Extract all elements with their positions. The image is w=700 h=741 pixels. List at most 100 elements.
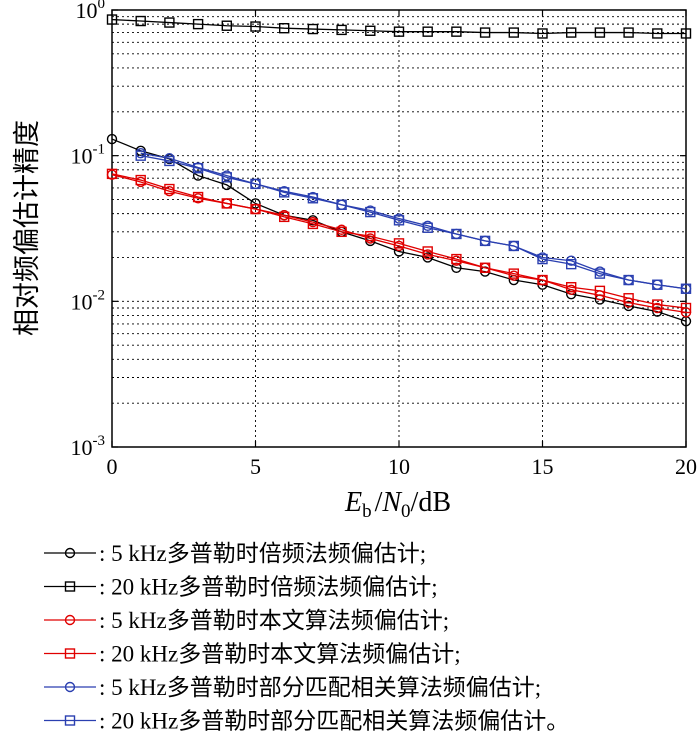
- data-point: [164, 17, 175, 28]
- series-line: [111, 174, 687, 314]
- series-line: [111, 173, 687, 309]
- data-point: [192, 191, 204, 203]
- x-axis-label-slash: /: [375, 487, 383, 518]
- y-tick-base: 10: [71, 144, 93, 169]
- data-point: [250, 178, 261, 190]
- series-1: [106, 14, 692, 39]
- data-point: [652, 306, 663, 317]
- y-tick-base: 10: [71, 435, 93, 460]
- data-point: [594, 268, 606, 279]
- data-point: [623, 293, 634, 304]
- data-point: [508, 240, 519, 252]
- legend-marker: [64, 681, 76, 693]
- x-axis-label: Eb/N0/dB: [344, 487, 451, 522]
- legend-label: : 20 kHz多普勒时倍频法频偏估计;: [99, 575, 438, 600]
- series-3: [106, 168, 692, 314]
- x-tick-label: 15: [532, 454, 554, 479]
- legend-label: : 20 kHz多普勒时本文算法频偏估计;: [99, 642, 461, 667]
- y-tick-label: 10-3: [71, 433, 106, 460]
- data-point: [221, 198, 233, 209]
- data-point: [279, 211, 290, 223]
- data-point: [164, 155, 175, 167]
- data-point: [135, 150, 146, 161]
- data-point: [336, 226, 347, 238]
- data-point: [451, 228, 462, 240]
- data-point: [393, 215, 405, 226]
- x-axis-label-sub-b: b: [362, 501, 372, 522]
- series-group: [106, 14, 692, 327]
- data-point: [192, 18, 204, 30]
- y-tick-exponent: -2: [93, 287, 106, 303]
- data-point: [279, 22, 290, 34]
- data-point: [623, 300, 634, 312]
- data-point: [566, 282, 577, 293]
- grid: [112, 10, 686, 447]
- data-point: [422, 222, 433, 233]
- series-4: [135, 147, 692, 294]
- x-tick-label: 0: [107, 454, 118, 479]
- data-point: [192, 163, 204, 174]
- x-tick-label: 20: [675, 454, 697, 479]
- x-axis-label-sub-0: 0: [401, 501, 411, 522]
- data-point: [451, 26, 462, 37]
- data-point: [393, 246, 405, 257]
- x-tick-label: 5: [250, 454, 261, 479]
- series-5: [135, 150, 692, 294]
- legend-item: : 20 kHz多普勒时倍频法频偏估计;: [44, 575, 438, 600]
- data-point: [307, 23, 319, 35]
- data-point: [336, 199, 347, 210]
- data-point: [307, 193, 319, 204]
- data-point: [594, 27, 606, 38]
- data-point: [135, 174, 146, 186]
- data-point: [106, 14, 118, 25]
- series-line: [111, 138, 687, 322]
- data-point: [623, 27, 634, 38]
- legend-marker: [64, 614, 76, 626]
- data-point: [594, 285, 606, 297]
- y-tick-label: 10-1: [71, 142, 106, 169]
- x-tick-label: 10: [388, 454, 410, 479]
- legend-marker: [64, 715, 76, 726]
- data-point: [422, 26, 433, 37]
- data-point: [336, 24, 347, 36]
- data-point: [680, 283, 692, 294]
- data-point: [106, 168, 118, 180]
- y-tick-base: 10: [76, 0, 98, 23]
- data-point: [479, 27, 491, 38]
- y-tick-label: 10-2: [71, 287, 106, 314]
- data-point: [135, 15, 146, 27]
- data-point: [652, 279, 663, 290]
- data-point: [479, 235, 491, 247]
- data-point: [365, 230, 376, 242]
- x-axis-label-n: N: [381, 487, 402, 518]
- data-point: [422, 252, 433, 263]
- legend-marker: [64, 547, 76, 559]
- data-point: [566, 27, 577, 38]
- data-point: [508, 268, 519, 279]
- data-point: [221, 172, 233, 183]
- x-axis-label-unit: /dB: [411, 487, 451, 518]
- legend-item: : 5 kHz多普勒时倍频法频偏估计;: [44, 541, 426, 566]
- data-point: [652, 299, 663, 310]
- legend: : 5 kHz多普勒时倍频法频偏估计; : 20 kHz多普勒时倍频法频偏估计;:…: [44, 541, 569, 734]
- data-point: [279, 187, 290, 198]
- data-point: [451, 253, 462, 265]
- legend-item: : 20 kHz多普勒时部分匹配相关算法频偏估计。: [44, 709, 569, 734]
- legend-item: : 5 kHz多普勒时部分匹配相关算法频偏估计;: [44, 675, 541, 700]
- legend-label: : 5 kHz多普勒时倍频法频偏估计;: [99, 541, 426, 566]
- data-point: [250, 203, 261, 215]
- legend-marker: [64, 648, 76, 659]
- data-point: [393, 238, 405, 249]
- data-point: [479, 262, 491, 273]
- y-tick-base: 10: [71, 289, 93, 314]
- y-tick-exponent: -1: [93, 142, 106, 158]
- data-point: [393, 26, 405, 37]
- data-point: [106, 133, 118, 145]
- data-point: [680, 302, 692, 314]
- data-point: [422, 246, 433, 257]
- data-point: [365, 206, 376, 218]
- data-point: [537, 274, 548, 286]
- data-point: [250, 21, 261, 32]
